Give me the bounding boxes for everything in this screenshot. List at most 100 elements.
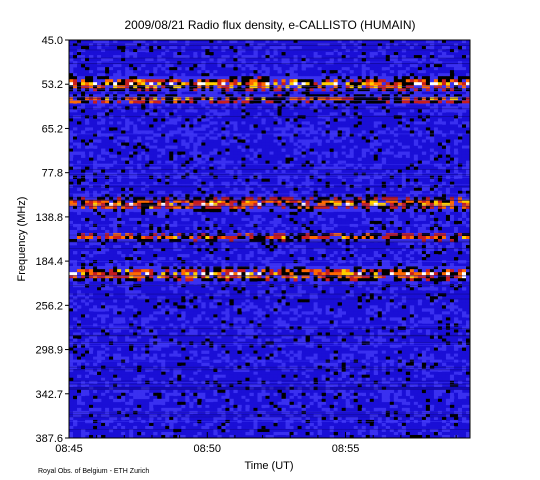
heat-cell [173,121,178,125]
heat-cell [77,58,82,62]
heat-cell [465,130,471,134]
heat-cell [81,40,86,44]
heat-cell [225,232,230,237]
heat-cell [269,154,274,158]
heat-cell [461,214,467,219]
heat-cell [425,127,431,131]
heat-cell [437,61,443,65]
heat-cell [445,58,451,62]
heat-cell [109,52,114,56]
heat-cell [205,184,210,189]
heat-cell [269,166,274,170]
heat-cell [389,145,395,149]
heat-cell [269,91,274,95]
heat-cell [201,187,206,192]
heat-cell [301,130,306,134]
heat-cell [457,43,463,47]
heat-cell [341,160,346,164]
heat-cell [241,190,246,195]
heat-cell [69,220,74,225]
heat-cell [233,211,238,216]
heat-cell [365,202,371,207]
heat-cell [465,64,471,68]
heat-cell [157,226,162,231]
heat-cell [141,202,146,207]
heat-cell [149,223,154,228]
heat-cell [277,229,282,234]
heat-cell [437,73,443,77]
heat-cell [213,106,218,110]
heat-cell [337,202,342,207]
heat-cell [273,124,278,128]
heat-cell [365,217,371,222]
heat-cell [301,166,306,170]
heat-cell [309,139,314,143]
heat-cell [109,169,114,173]
heat-cell [233,187,238,192]
heat-cell [89,190,94,195]
heat-cell [373,112,379,116]
heat-cell [177,40,182,44]
heat-cell [453,157,459,161]
heat-cell [217,229,222,234]
heat-cell [149,124,154,128]
heat-cell [349,118,355,122]
heat-cell [205,40,210,44]
heat-cell [173,223,178,228]
heat-cell [137,157,142,161]
heat-cell [121,67,126,71]
heat-cell [437,97,443,101]
heat-cell [449,64,455,68]
heat-cell [457,223,463,228]
heat-cell [137,232,142,237]
heat-cell [297,157,302,161]
heat-cell [237,133,242,137]
heat-cell [373,130,379,134]
heat-cell [229,226,234,231]
heat-cell [405,166,411,170]
heat-cell [125,172,130,176]
heat-cell [265,61,270,65]
heat-cell [421,94,427,98]
heat-cell [161,127,166,131]
heat-cell [129,199,134,204]
heat-cell [401,169,407,173]
heat-cell [197,79,202,83]
heat-cell [389,55,395,59]
heat-cell [349,208,355,213]
heat-cell [113,154,118,158]
heat-cell [261,199,266,204]
heat-cell [97,160,102,164]
heat-cell [265,151,270,155]
heat-cell [409,208,415,213]
heat-cell [213,163,218,167]
heat-cell [461,82,467,86]
heat-cell [433,217,439,222]
heat-cell [221,178,226,183]
heat-cell [429,205,435,210]
heat-cell [109,160,114,164]
heat-cell [337,184,342,189]
heat-cell [457,79,463,83]
heat-cell [449,46,455,50]
heat-cell [229,208,234,213]
heat-cell [133,151,138,155]
heat-cell [433,232,439,237]
heat-cell [253,76,258,80]
heat-cell [433,112,439,116]
heat-cell [289,196,294,201]
heat-cell [301,127,306,131]
heat-cell [101,199,106,204]
heat-cell [345,49,350,53]
heat-cell [241,88,246,92]
heat-cell [449,142,455,146]
heat-cell [297,49,302,53]
heat-cell [209,115,214,119]
heat-cell [229,97,234,101]
heat-cell [265,214,270,219]
heat-cell [213,97,218,101]
heat-cell [185,187,190,192]
heat-cell [385,190,391,195]
heat-cell [157,208,162,213]
heat-cell [293,40,298,44]
